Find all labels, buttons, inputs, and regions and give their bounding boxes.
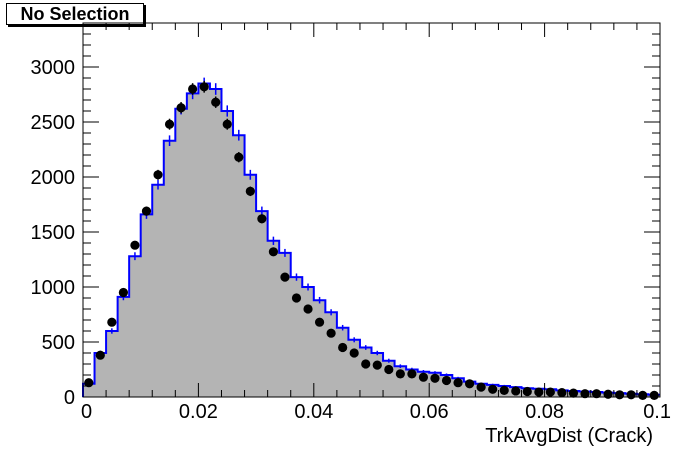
data-point: [280, 272, 290, 282]
data-point: [361, 359, 371, 369]
y-tick-label: 1500: [31, 222, 76, 244]
x-tick-label: 0.04: [294, 401, 333, 423]
data-point: [499, 385, 509, 395]
selection-label[interactable]: No Selection: [6, 3, 144, 25]
data-point: [164, 119, 175, 129]
x-tick-label: 0.06: [410, 401, 449, 423]
x-tick-label: 0.02: [179, 401, 218, 423]
data-point: [476, 382, 486, 392]
data-point: [188, 84, 198, 94]
data-point: [245, 186, 255, 196]
data-point: [234, 152, 244, 162]
data-point: [176, 103, 186, 113]
data-point: [649, 390, 659, 400]
data-point: [349, 348, 359, 358]
x-tick-label: 0: [81, 401, 92, 423]
x-tick-label: 0.08: [525, 401, 564, 423]
axis-ticks: [82, 22, 661, 398]
data-point: [338, 342, 348, 353]
data-point: [488, 384, 498, 394]
tick-labels: 0 0.02 0.04 0.06 0.08 0.1 0 500 1000 1500 2000 2500…: [31, 57, 672, 423]
data-point: [314, 317, 325, 327]
y-tick-label: 2500: [31, 112, 76, 134]
data-point: [453, 378, 463, 388]
data-point: [153, 170, 163, 180]
data-point: [511, 386, 521, 396]
data-point: [615, 390, 625, 400]
data-point: [407, 369, 417, 379]
y-tick-label: 500: [42, 332, 75, 354]
data-point: [580, 389, 590, 399]
data-markers-layer: [84, 80, 659, 400]
x-tick-label: 0.1: [643, 401, 671, 423]
data-point: [291, 293, 302, 303]
data-point: [545, 387, 555, 397]
y-tick-label: 2000: [31, 167, 76, 189]
data-point: [303, 304, 313, 314]
data-point: [464, 379, 475, 389]
data-point: [107, 317, 117, 327]
data-point: [118, 287, 128, 298]
x-axis-title: TrkAvgDist (Crack): [485, 425, 653, 447]
data-point: [522, 386, 532, 397]
data-point: [222, 119, 232, 129]
data-point: [268, 247, 279, 257]
data-point: [95, 350, 105, 360]
data-point: [557, 388, 567, 398]
histogram-fill: [83, 83, 660, 397]
data-point: [384, 364, 394, 375]
data-point: [326, 328, 336, 338]
data-point: [141, 206, 152, 216]
data-point: [626, 390, 636, 400]
data-point: [84, 378, 94, 388]
data-point: [638, 390, 648, 400]
data-point: [568, 388, 579, 398]
data-point: [534, 387, 544, 397]
y-tick-label: 1000: [31, 277, 76, 299]
y-tick-label: 0: [64, 387, 75, 409]
data-point: [372, 360, 382, 370]
data-point: [130, 240, 140, 250]
data-point: [441, 375, 452, 386]
y-tick-label: 3000: [31, 57, 76, 79]
data-point: [418, 372, 429, 382]
data-point: [430, 373, 440, 383]
data-point: [211, 97, 221, 107]
data-point: [199, 82, 209, 92]
data-point: [395, 369, 405, 379]
data-point: [591, 389, 602, 399]
data-point: [257, 214, 267, 224]
